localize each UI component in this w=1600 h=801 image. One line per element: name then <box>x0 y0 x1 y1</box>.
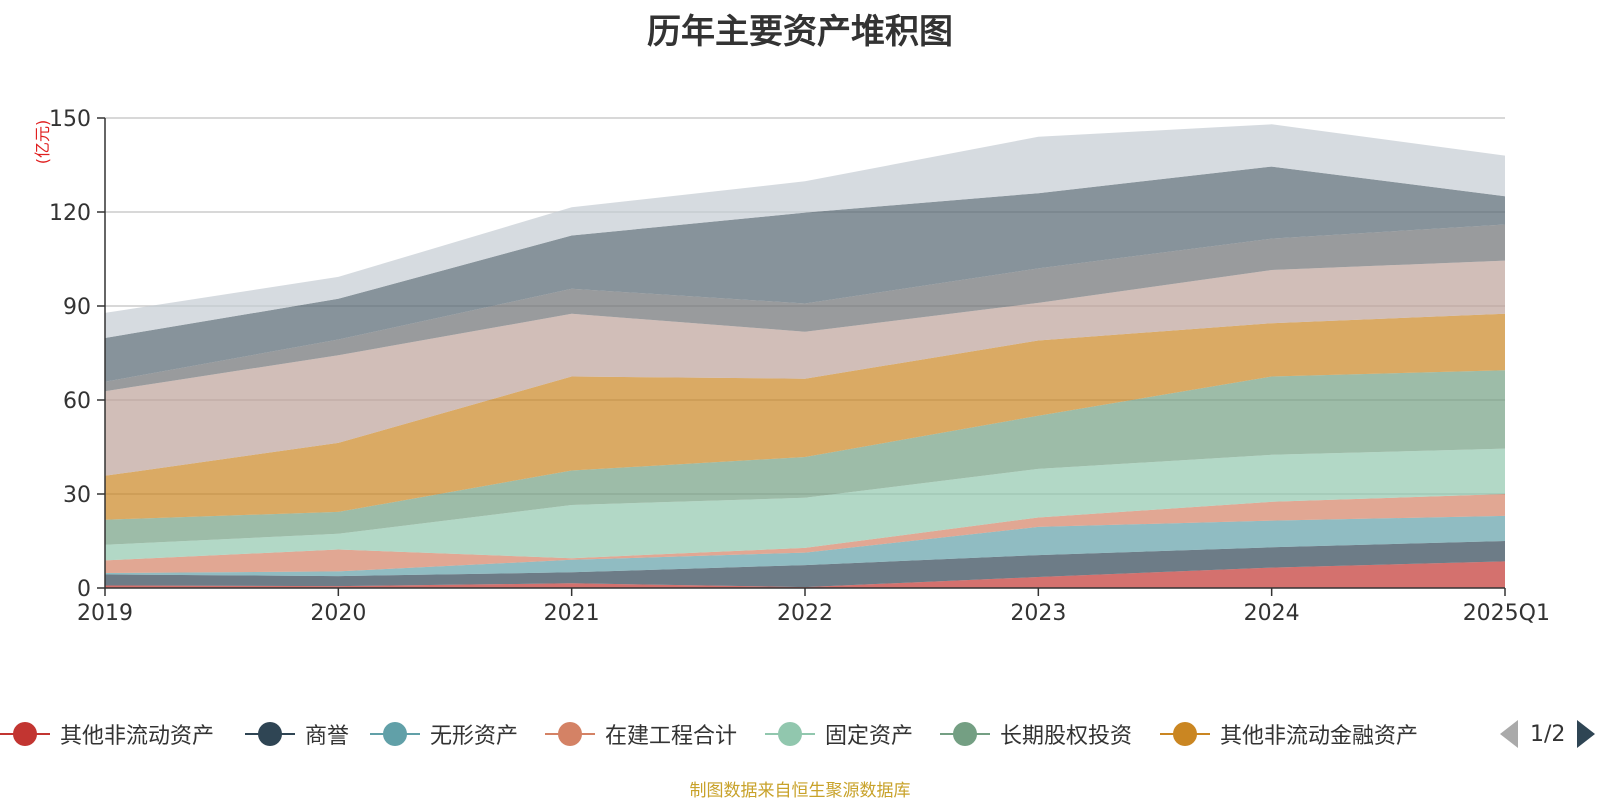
area-series-4[interactable] <box>105 494 1505 573</box>
y-tick-label: 30 <box>63 483 91 508</box>
legend-marker-icon <box>940 716 990 752</box>
legend-pager: 1/2 <box>1500 716 1596 752</box>
legend-item[interactable]: 商誉 <box>245 716 349 752</box>
legend: 其他非流动资产 商誉 无形资产 在建工程合计 固定资产 长期股权投资 其他非流动金融资产 <box>0 716 1600 756</box>
legend-label: 其他非流动资产 <box>60 724 215 749</box>
area-series[interactable] <box>105 124 1505 588</box>
y-unit-label: (亿元) <box>33 120 52 165</box>
legend-item[interactable]: 其他非流动金融资产 <box>1160 716 1418 752</box>
source-note: 制图数据来自恒生聚源数据库 <box>689 781 911 801</box>
legend-label: 商誉 <box>305 724 350 749</box>
area-series-1[interactable] <box>105 561 1505 588</box>
legend-item[interactable]: 固定资产 <box>765 716 913 752</box>
legend-marker-icon <box>0 716 50 752</box>
y-tick-label: 90 <box>63 295 91 320</box>
legend-page-indicator: 1/2 <box>1530 721 1566 747</box>
legend-item[interactable]: 无形资产 <box>370 716 518 752</box>
legend-marker-icon <box>765 716 815 752</box>
legend-label: 无形资产 <box>430 724 519 749</box>
area-series-3[interactable] <box>105 515 1505 577</box>
area-series-2[interactable] <box>105 541 1505 588</box>
legend-prev-arrow-icon[interactable] <box>1500 720 1518 748</box>
legend-marker-icon <box>370 716 420 752</box>
chart-plot: 0 30 60 90 120 150 2019 2020 2021 2022 2023 2024 202… <box>33 107 1550 626</box>
y-tick-label: 0 <box>77 577 91 602</box>
legend-marker-icon <box>245 716 295 752</box>
x-tick-label: 2020 <box>310 601 366 626</box>
legend-marker-icon <box>545 716 595 752</box>
y-tick-label: 60 <box>63 389 91 414</box>
x-tick-label: 2024 <box>1244 601 1300 626</box>
x-tick-label: 2021 <box>544 601 600 626</box>
legend-label: 其他非流动金融资产 <box>1220 724 1419 749</box>
area-series-11[interactable] <box>105 124 1505 338</box>
y-tick-label: 150 <box>49 107 91 132</box>
legend-label: 固定资产 <box>825 724 914 749</box>
y-tick-label: 120 <box>49 201 91 226</box>
legend-item[interactable]: 长期股权投资 <box>940 716 1132 752</box>
area-series-6[interactable] <box>105 370 1505 545</box>
x-tick-label: 2019 <box>77 601 133 626</box>
legend-label: 在建工程合计 <box>605 724 738 749</box>
x-tick-label: 2025Q1 <box>1463 601 1550 626</box>
legend-marker-icon <box>1160 716 1210 752</box>
area-series-8[interactable] <box>105 260 1505 476</box>
area-series-7[interactable] <box>105 313 1505 520</box>
area-series-10[interactable] <box>105 166 1505 382</box>
area-series-9[interactable] <box>105 224 1505 392</box>
x-tick-label: 2023 <box>1010 601 1066 626</box>
chart-title: 历年主要资产堆积图 <box>647 12 953 52</box>
legend-next-arrow-icon[interactable] <box>1577 720 1596 748</box>
legend-item[interactable]: 在建工程合计 <box>545 716 737 752</box>
area-series-5[interactable] <box>105 448 1505 561</box>
axes: 0 30 60 90 120 150 2019 2020 2021 2022 2023 2024 202… <box>49 107 1550 626</box>
legend-item[interactable]: 其他非流动资产 <box>0 716 214 752</box>
legend-label: 长期股权投资 <box>1000 724 1133 749</box>
x-tick-label: 2022 <box>777 601 833 626</box>
